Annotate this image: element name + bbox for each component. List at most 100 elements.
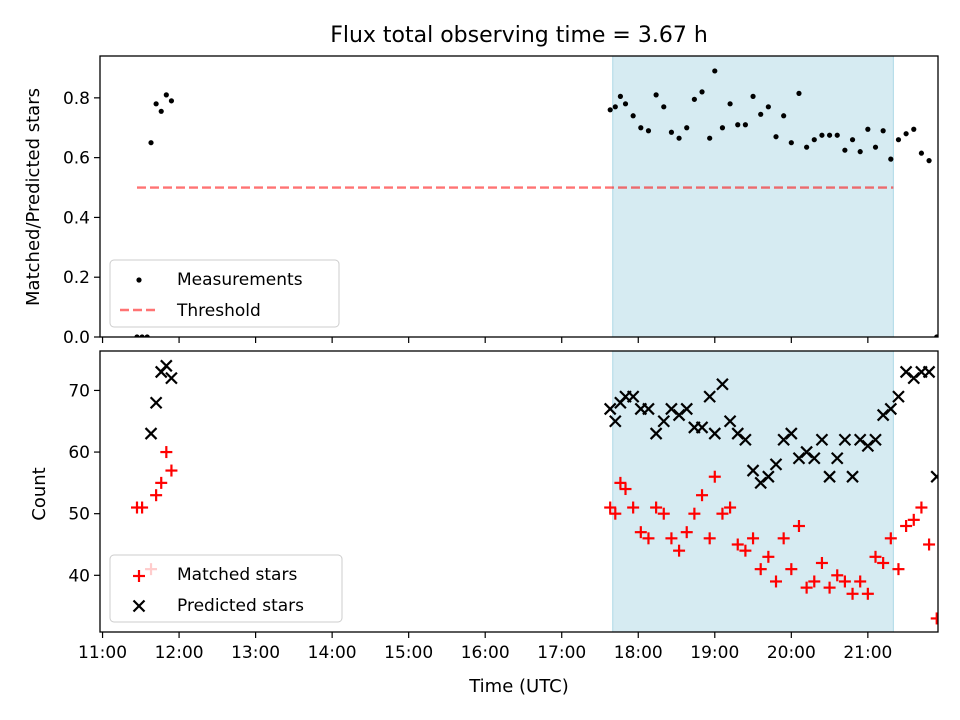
matched-star-point <box>609 507 622 520</box>
predicted-star-point <box>716 377 729 391</box>
legend-box <box>109 259 340 328</box>
matched-star-point <box>770 575 783 588</box>
measurement-point <box>842 147 848 153</box>
measurement-point <box>926 158 932 164</box>
measurement-point <box>773 134 779 140</box>
measurement-point <box>638 125 644 131</box>
measurement-point <box>834 132 840 138</box>
matched-star-point <box>877 556 890 569</box>
predicted-star-point <box>144 427 158 440</box>
matched-star-point <box>869 550 882 563</box>
predicted-star-point <box>922 365 936 379</box>
matched-star-point <box>831 569 844 582</box>
measurement-point <box>735 122 741 128</box>
top-y-axis-label: Matched/Predicted stars <box>23 88 44 306</box>
predicted-star-point <box>807 451 821 465</box>
x-tick-label: 18:00 <box>614 643 663 663</box>
predicted-star-point <box>609 414 622 428</box>
matched-star-point <box>708 470 721 483</box>
matched-star-point <box>792 520 805 533</box>
measurement-point <box>612 104 618 110</box>
bottom-y-axis-label: Count <box>29 467 50 520</box>
matched-star-point <box>627 501 640 514</box>
legend-marker <box>132 599 146 613</box>
matched-star-point <box>762 550 775 563</box>
matched-star-point <box>619 483 632 496</box>
measurement-point <box>880 128 886 134</box>
matched-star-point <box>731 538 744 551</box>
matched-star-point <box>150 489 163 502</box>
matched-star-point <box>642 532 655 545</box>
measurement-point <box>872 144 879 150</box>
matched-star-point <box>884 532 897 545</box>
predicted-star-point <box>823 470 836 483</box>
matched-star-point <box>785 563 798 576</box>
measurement-point <box>750 93 756 99</box>
matched-star-point <box>739 544 752 557</box>
measurement-point <box>645 128 652 134</box>
matched-star-point <box>846 587 859 600</box>
predicted-star-point <box>830 451 844 465</box>
axes-frame <box>99 55 939 338</box>
measurement-point <box>148 140 154 146</box>
matched-star-point <box>604 501 617 514</box>
y-tick-label: 0.8 <box>63 89 90 109</box>
predicted-star-point <box>739 433 752 447</box>
measurement-point <box>153 101 159 107</box>
x-tick-label: 13:00 <box>231 643 280 663</box>
predicted-star-point <box>703 390 716 403</box>
chart-title: Flux total observing time = 3.67 h <box>330 23 708 48</box>
y-tick-label: 50 <box>68 505 90 525</box>
measurement-point <box>676 135 682 141</box>
predicted-star-point <box>838 433 852 447</box>
predicted-star-point <box>657 414 671 428</box>
predicted-star-point <box>746 464 760 477</box>
matched-star-point <box>892 563 905 576</box>
y-tick-label: 0.6 <box>63 149 90 169</box>
predicted-star-point <box>649 427 663 440</box>
legend: Matched stars Predicted stars <box>109 554 343 623</box>
measurement-point <box>163 92 169 98</box>
predicted-star-point <box>160 359 173 373</box>
x-axis-label: Time (UTC) <box>468 676 569 697</box>
legend-box <box>109 554 343 623</box>
matched-star-point <box>696 489 709 502</box>
matched-star-point <box>923 538 936 551</box>
y-tick-label: 0.2 <box>63 268 90 288</box>
matched-star-point <box>657 507 670 520</box>
measurement-point <box>168 98 175 104</box>
ratio-panel: 0.0 0.2 0.4 0.6 0.8 Measurements Threshold <box>63 55 939 348</box>
measurement-point <box>699 89 705 95</box>
matched-star-point <box>703 532 716 545</box>
matched-star-point <box>900 520 913 533</box>
matched-star-point <box>907 513 920 526</box>
matched-star-point <box>747 532 760 545</box>
measurement-point <box>158 108 164 114</box>
matched-star-point <box>823 581 836 594</box>
x-tick-label: 11:00 <box>78 643 127 663</box>
matched-star-point <box>808 575 821 588</box>
y-tick-label: 70 <box>68 381 90 401</box>
predicted-star-point <box>884 402 898 416</box>
measurement-point <box>804 144 810 150</box>
count-panel: 40 50 60 70 11:00 12:00 13:00 14:00 15:00 16:00 17… <box>68 350 939 663</box>
matched-star-point <box>861 587 874 600</box>
x-tick-label: 15:00 <box>384 643 433 663</box>
matched-star-point <box>165 464 178 477</box>
x-tick-label: 14:00 <box>308 643 357 663</box>
predicted-star-point <box>892 390 905 403</box>
measurement-point <box>691 96 697 102</box>
matched-star-point <box>915 501 928 514</box>
y-tick-label: 40 <box>68 566 90 586</box>
predicted-star-point <box>869 433 882 447</box>
legend-label: Measurements <box>177 270 303 290</box>
predicted-star-point <box>815 433 829 447</box>
predicted-star-point <box>762 470 775 483</box>
measurement-point <box>857 149 863 155</box>
predicted-star-point <box>723 414 737 428</box>
matched-star-point <box>754 563 767 576</box>
measurement-point <box>796 90 802 96</box>
measurement-point <box>719 125 726 131</box>
y-tick-label: 60 <box>68 443 90 463</box>
observing-window <box>612 350 894 633</box>
